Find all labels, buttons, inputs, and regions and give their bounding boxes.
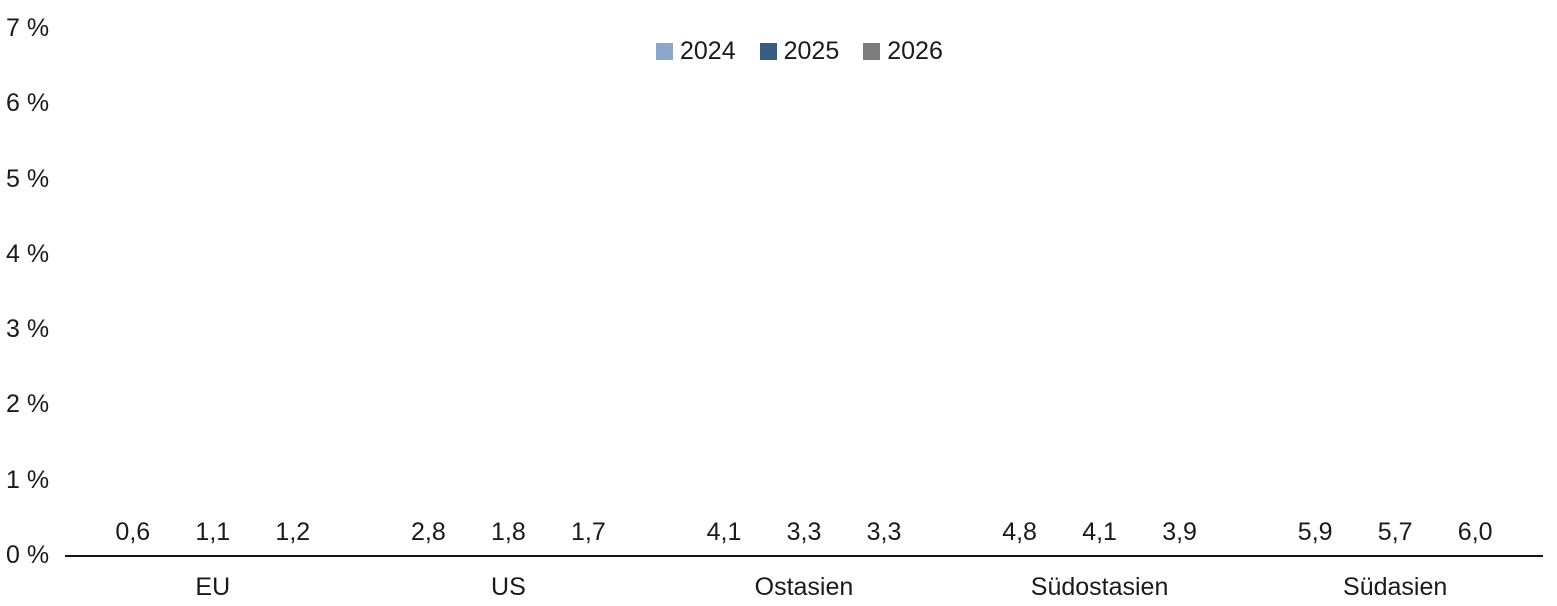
bar-value-label: 3,9 <box>1162 517 1197 546</box>
legend-swatch-icon <box>656 43 673 60</box>
bar-value-label: 2,8 <box>411 517 446 546</box>
y-tick-label: 7 % <box>6 14 50 42</box>
bar-value-label: 1,8 <box>491 517 526 546</box>
bar-value-label: 1,7 <box>571 517 606 546</box>
bar-value-label: 3,3 <box>866 517 902 546</box>
bar-value-label: 1,2 <box>275 517 311 546</box>
legend-swatch-icon <box>759 43 777 60</box>
y-tick-label: 5 % <box>6 164 50 193</box>
bar-value-label: 4,1 <box>1082 517 1117 546</box>
legend-label: 2025 <box>783 37 840 65</box>
chart-legend: 2024 2025 2026 <box>656 39 943 64</box>
legend-swatch-icon <box>863 43 881 60</box>
x-category-label-sudostasien: Südostasien <box>1030 573 1169 601</box>
bar-value-label: 4,1 <box>706 517 742 546</box>
bar-value-label: 3,3 <box>786 517 822 546</box>
plot-area: 0,6 1,1 1,2 2,8 1,8 1,7 4,1 3,3 3,3 4,8 4,1 3,9 5,9 5… <box>65 28 1543 557</box>
y-tick-label: 3 % <box>6 315 50 344</box>
legend-item-2025: 2025 <box>759 37 840 65</box>
bar-value-label: 5,7 <box>1377 517 1413 546</box>
legend-label: 2024 <box>680 37 736 65</box>
x-category-label-us: US <box>491 573 526 601</box>
x-category-label-eu: EU <box>195 573 231 601</box>
bar-value-label: 5,9 <box>1297 517 1333 546</box>
y-tick-label: 0 % <box>6 541 50 569</box>
bar-value-label: 4,8 <box>1002 517 1037 546</box>
bar-groups: 0,6 1,1 1,2 2,8 1,8 1,7 4,1 3,3 3,3 4,8 4,1 3,9 5,9 5… <box>65 28 1543 555</box>
x-category-label-ostasien: Ostasien <box>754 573 854 601</box>
legend-item-2026: 2026 <box>863 39 943 64</box>
y-tick-label: 2 % <box>6 390 50 419</box>
x-category-label-sudasien: Südasien <box>1343 573 1448 601</box>
bar-value-label: 0,6 <box>115 517 151 546</box>
bar-value-label: 1,1 <box>195 517 231 546</box>
y-tick-label: 6 % <box>6 89 50 118</box>
y-tick-label: 4 % <box>6 239 50 268</box>
legend-label: 2026 <box>887 37 943 65</box>
legend-item-2024: 2024 <box>656 39 736 64</box>
x-axis-labels: EU US Ostasien Südostasien Südasien <box>65 573 1543 601</box>
bar-value-label: 6,0 <box>1457 517 1493 546</box>
y-tick-label: 1 % <box>6 465 50 494</box>
